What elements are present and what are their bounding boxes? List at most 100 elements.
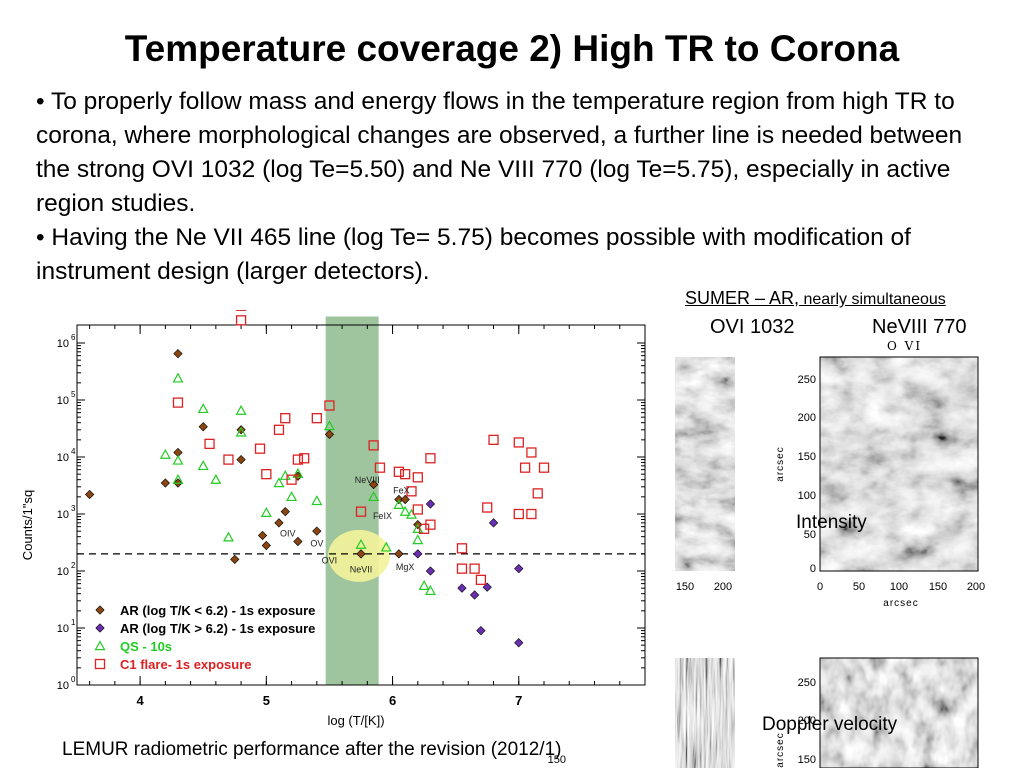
data-point-series-2: [273, 477, 285, 488]
doppler-velocity-label: Doppler velocity: [762, 714, 898, 735]
data-point-series-2: [393, 499, 405, 510]
data-point-series-2: [412, 534, 424, 545]
data-point-series-3: [299, 453, 310, 464]
data-point-series-3: [286, 474, 297, 485]
data-point-series-2: [235, 426, 247, 437]
data-point-series-1: [514, 638, 524, 648]
data-point-series-0: [198, 422, 208, 432]
data-point-series-0: [394, 549, 404, 559]
top-right-ylabel: arcsec: [775, 446, 786, 481]
data-point-series-3: [519, 462, 531, 473]
data-point-series-2: [380, 541, 392, 552]
data-point-series-0: [312, 526, 322, 536]
x-tick-label: 6: [389, 693, 396, 708]
data-point-series-0: [293, 536, 303, 547]
data-point-series-3: [254, 443, 266, 454]
top-right-xlabel: arcsec: [883, 598, 918, 609]
y-tick-label: 10: [57, 623, 69, 635]
y-axis-label: Counts/1"sq: [20, 490, 35, 560]
data-point-series-3: [425, 453, 436, 464]
top-left-xtick-150: 150: [676, 581, 694, 593]
legend-marker-2: [94, 640, 106, 651]
data-point-series-0: [356, 549, 366, 559]
bottom-right-ytick-250: 250: [798, 677, 816, 689]
data-point-series-3: [538, 462, 550, 473]
sumer-caption-main: SUMER – AR,: [685, 288, 800, 308]
data-point-series-2: [311, 495, 323, 506]
data-point-series-3: [526, 508, 537, 520]
data-point-series-3: [355, 506, 367, 517]
data-point-series-3: [324, 400, 335, 411]
legend-label-2: QS - 10s: [120, 639, 172, 654]
data-point-series-3: [412, 472, 423, 483]
annotation-label: OVI: [322, 556, 338, 566]
data-point-series-0: [261, 540, 271, 551]
data-point-series-3: [425, 519, 436, 530]
data-point-series-3: [204, 438, 215, 450]
data-point-series-2: [399, 505, 411, 516]
sumer-caption-small: nearly simultaneous: [799, 291, 946, 308]
data-point-series-1: [425, 566, 436, 576]
y-tick-exponent: 4: [71, 447, 76, 456]
top-right-xtick-150: 150: [929, 581, 947, 593]
top-right-xtick-100: 100: [890, 581, 908, 593]
data-point-series-3: [273, 424, 285, 435]
bottom-right-ytick-150: 150: [798, 754, 816, 766]
data-point-series-3: [456, 563, 468, 574]
x-tick-label: 4: [136, 693, 144, 708]
data-point-series-3: [400, 469, 411, 480]
data-point-series-1: [457, 583, 467, 593]
data-point-series-2: [418, 580, 430, 590]
data-point-series-0: [257, 530, 268, 541]
data-point-series-3: [412, 504, 423, 515]
data-point-series-3: [223, 454, 234, 465]
top-right-xtick-0: 0: [817, 581, 823, 593]
sumer-caption: SUMER – AR, nearly simultaneous: [685, 288, 946, 309]
annotation-label: FeX: [393, 485, 410, 495]
neviii-column-label: NeVIII 770: [872, 316, 967, 338]
x-tick-label: 7: [515, 693, 522, 708]
y-tick-exponent: 1: [71, 618, 76, 627]
data-point-series-3: [469, 563, 480, 574]
data-point-series-2: [197, 460, 209, 471]
annotation-label: NeVIII: [355, 475, 380, 485]
data-point-series-1: [413, 549, 423, 559]
data-point-series-0: [274, 518, 284, 528]
legend-marker-3: [94, 658, 106, 670]
data-point-series-2: [210, 473, 222, 484]
data-point-series-3: [456, 543, 468, 554]
bottom-left-ytick-150: 150: [548, 754, 566, 766]
bullet-1: • To properly follow mass and energy flo…: [36, 88, 963, 217]
data-point-series-2: [292, 467, 304, 478]
data-point-series-3: [482, 502, 493, 513]
x-tick-label: 5: [263, 693, 270, 708]
data-point-series-3: [475, 574, 487, 585]
neviii-intensity-image: [820, 357, 978, 571]
top-right-ytick-250: 250: [798, 374, 816, 386]
data-point-series-3: [261, 469, 272, 480]
top-right-ytick-200: 200: [798, 412, 816, 424]
neviii-doppler-image: [820, 658, 978, 768]
data-point-series-3: [488, 434, 499, 445]
ovi-intensity-image: [675, 357, 735, 571]
legend-marker-0: [95, 605, 105, 615]
annotation-label: NeVII: [350, 564, 373, 574]
data-point-series-0: [324, 429, 335, 439]
data-point-series-3: [292, 454, 304, 465]
top-right-xtick-50: 50: [853, 581, 865, 593]
y-tick-label: 10: [57, 338, 69, 350]
sumer-images: 250 200 150 100 50 0 0 50 100 150 200 ar…: [548, 356, 985, 768]
data-point-series-2: [323, 420, 335, 431]
bottom-right-ytick-200: 200: [798, 715, 816, 727]
annotation-label: OIV: [280, 529, 296, 539]
data-point-series-2: [368, 491, 380, 502]
ovi-doppler-image: [675, 658, 735, 768]
data-point-series-2: [172, 372, 184, 383]
data-point-series-2: [159, 448, 171, 459]
data-point-series-2: [260, 507, 272, 517]
top-right-ytick-50: 50: [804, 529, 816, 541]
data-point-series-0: [173, 349, 183, 359]
data-point-series-1: [469, 590, 480, 600]
y-tick-exponent: 5: [71, 390, 76, 399]
bullet-2: • Having the Ne VII 465 line (log Te= 5.…: [36, 224, 911, 285]
